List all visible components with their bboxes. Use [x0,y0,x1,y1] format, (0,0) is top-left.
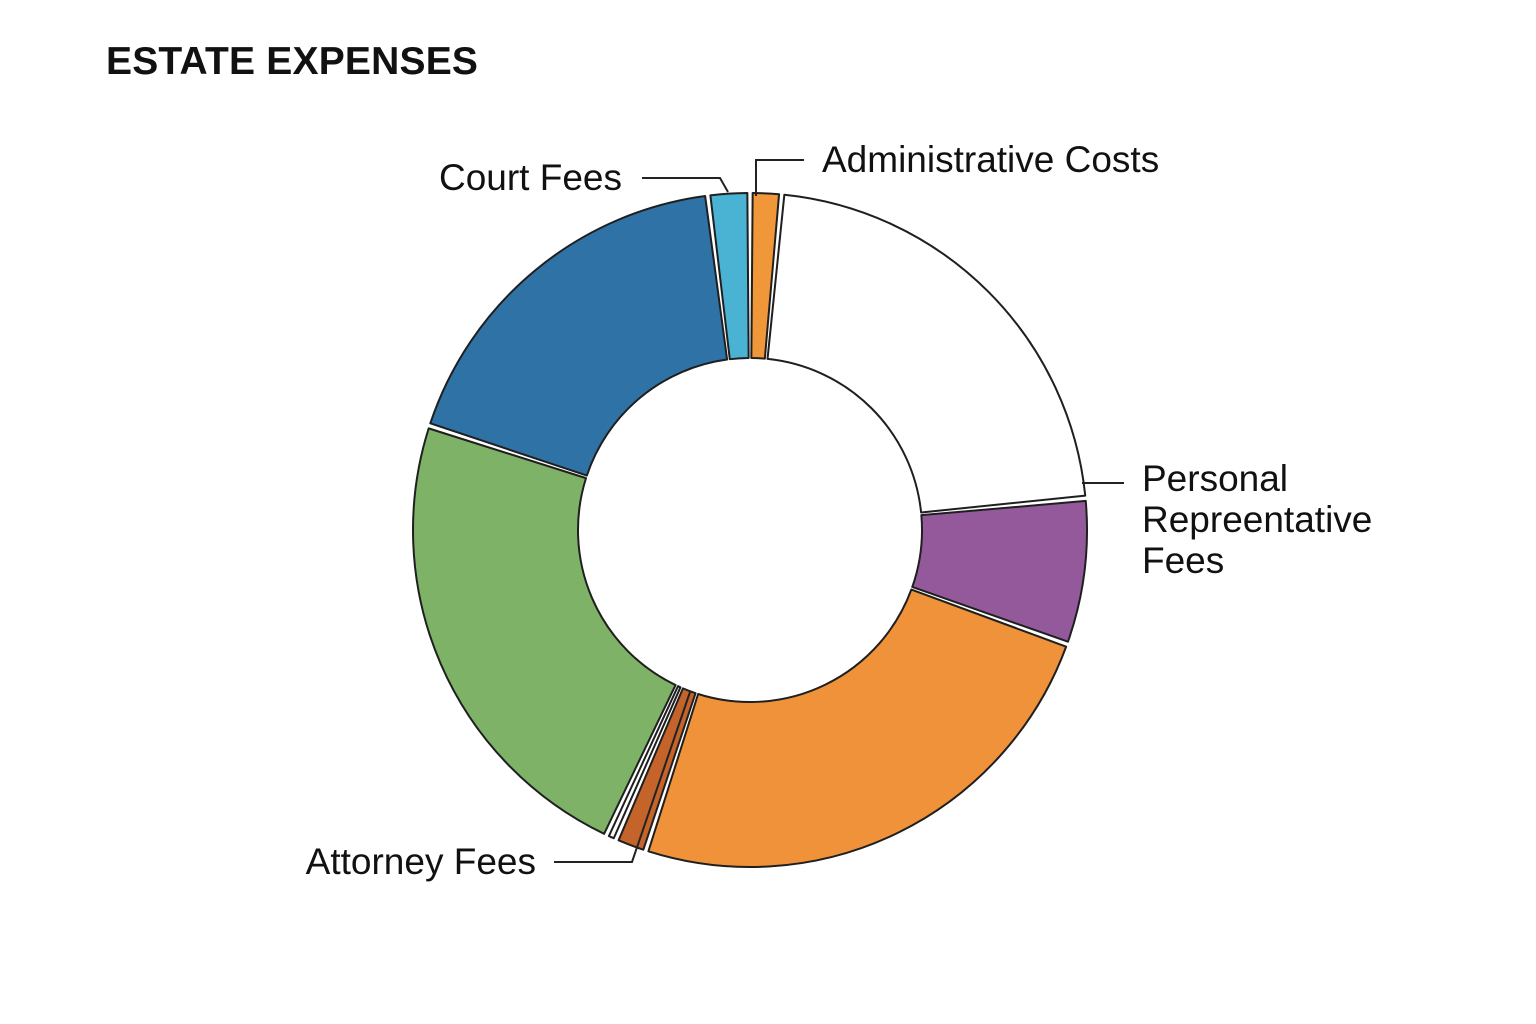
label-administrative-costs: Administrative Costs [822,139,1159,180]
donut-slices [412,192,1088,868]
slice-personal-repreentative-fees [911,499,1088,643]
slice-7 [412,427,677,835]
label-attorney-fees: Attorney Fees [306,841,536,882]
slice-5 [617,687,697,851]
slice-2 [766,193,1087,514]
slice-8 [429,194,729,477]
label-court-fees: Court Fees [439,157,622,198]
slice-4 [647,588,1068,868]
slice-labels: Administrative Costs Personal Repreentativ… [306,139,1373,882]
leader-attorney-fees [554,691,691,863]
slice-attorney-fees [607,685,682,840]
label-personal-repreentative-fees: Personal Repreentative Fees [1142,458,1372,581]
chart-title: ESTATE EXPENSES [106,40,479,83]
slice-court-fees [709,192,750,361]
leader-lines [554,159,1124,863]
leader-administrative-costs [755,159,804,196]
slice-administrative-costs [750,192,781,360]
leader-court-fees [642,177,729,193]
